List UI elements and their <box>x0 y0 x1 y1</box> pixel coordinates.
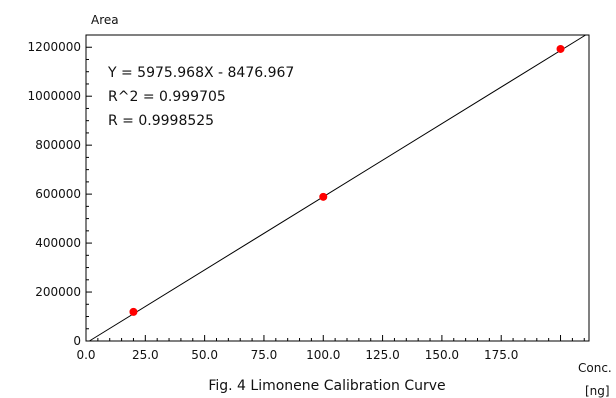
r-squared-text: R^2 = 0.999705 <box>108 89 226 105</box>
x-axis-title: Conc. <box>578 361 612 375</box>
x-tick-label: 25.0 <box>132 348 159 362</box>
y-tick-label: 1200000 <box>28 40 81 54</box>
r-value-text: R = 0.9998525 <box>108 113 214 129</box>
x-tick-label: 175.0 <box>484 348 518 362</box>
data-point <box>319 192 328 201</box>
x-tick-label: 50.0 <box>191 348 218 362</box>
y-tick-label: 0 <box>73 334 81 348</box>
y-tick-label: 800000 <box>35 138 81 152</box>
x-tick-label: 0.0 <box>76 348 95 362</box>
x-tick-label: 75.0 <box>251 348 278 362</box>
x-tick-label: 150.0 <box>425 348 459 362</box>
equation-text: Y = 5975.968X - 8476.967 <box>107 65 294 81</box>
y-axis-title: Area <box>91 13 119 27</box>
regression-line <box>89 34 586 342</box>
data-point <box>129 307 138 316</box>
y-tick-label: 200000 <box>35 285 81 299</box>
y-tick-label: 400000 <box>35 236 81 250</box>
plot-frame <box>85 34 590 342</box>
y-tick-label: 1000000 <box>28 89 81 103</box>
data-points <box>129 44 565 316</box>
chart-caption: Fig. 4 Limonene Calibration Curve <box>208 378 445 394</box>
x-axis-ticks: 0.0 25.0 50.0 75.0 100.0 125.0 150.0 175.0 <box>76 335 585 362</box>
x-tick-label: 125.0 <box>365 348 399 362</box>
y-axis-ticks: 0 200000 400000 600000 800000 1000000 1200000 <box>28 40 92 348</box>
x-tick-label: 100.0 <box>306 348 340 362</box>
data-point <box>556 44 565 53</box>
y-tick-label: 600000 <box>35 187 81 201</box>
x-axis-unit: [ng] <box>585 384 610 398</box>
